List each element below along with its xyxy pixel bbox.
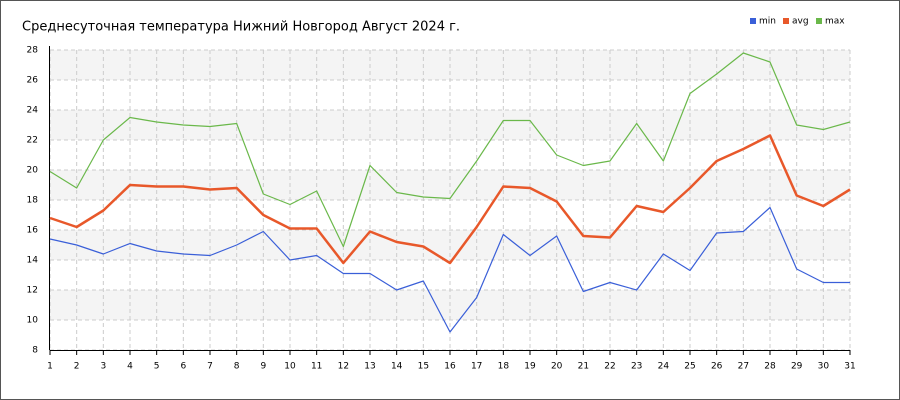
legend-label: min (759, 17, 776, 27)
x-tick-label: 27 (738, 362, 749, 372)
y-tick-label: 28 (27, 46, 39, 56)
x-tick-label: 31 (844, 362, 855, 372)
x-tick-label: 23 (631, 362, 642, 372)
y-tick-label: 26 (27, 76, 39, 86)
x-tick-label: 14 (391, 362, 403, 372)
y-tick-label: 22 (27, 136, 38, 146)
x-tick-label: 8 (234, 362, 240, 372)
x-tick-label: 28 (764, 362, 776, 372)
x-tick-label: 22 (604, 362, 615, 372)
y-tick-label: 24 (27, 106, 39, 116)
x-tick-label: 20 (551, 362, 563, 372)
x-tick-label: 5 (154, 362, 160, 372)
x-tick-label: 25 (684, 362, 695, 372)
legend-label: max (825, 17, 845, 27)
x-tick-label: 24 (658, 362, 670, 372)
legend-swatch (783, 18, 789, 24)
x-tick-label: 17 (471, 362, 482, 372)
y-tick-label: 16 (27, 226, 39, 236)
y-tick-label: 20 (27, 166, 39, 176)
y-tick-label: 8 (32, 346, 38, 356)
x-tick-label: 21 (578, 362, 589, 372)
x-tick-label: 12 (338, 362, 349, 372)
x-tick-label: 7 (207, 362, 213, 372)
x-tick-label: 26 (711, 362, 723, 372)
x-tick-label: 3 (100, 362, 106, 372)
line-min (49, 206, 850, 333)
x-tick-label: 15 (418, 362, 429, 372)
x-tick-label: 19 (524, 362, 536, 372)
legend-swatch (816, 18, 822, 24)
x-tick-label: 2 (74, 362, 80, 372)
x-tick-label: 13 (364, 362, 375, 372)
legend-swatch (750, 18, 756, 24)
y-tick-label: 14 (27, 256, 39, 266)
x-tick-label: 4 (127, 362, 133, 372)
line-avg (49, 134, 851, 265)
x-tick-label: 18 (498, 362, 510, 372)
y-tick-label: 10 (27, 316, 39, 326)
legend-label: avg (792, 17, 809, 27)
chart-title: Среднесуточная температура Нижний Новгор… (22, 20, 460, 35)
x-tick-label: 16 (444, 362, 456, 372)
x-tick-label: 6 (180, 362, 186, 372)
x-tick-label: 10 (284, 362, 296, 372)
y-tick-label: 18 (27, 196, 39, 206)
y-tick-label: 12 (27, 286, 38, 296)
x-tick-label: 11 (311, 362, 322, 372)
x-tick-label: 30 (818, 362, 830, 372)
x-tick-label: 29 (791, 362, 803, 372)
line-max (49, 52, 851, 248)
x-tick-label: 1 (47, 362, 53, 372)
x-tick-label: 9 (260, 362, 266, 372)
